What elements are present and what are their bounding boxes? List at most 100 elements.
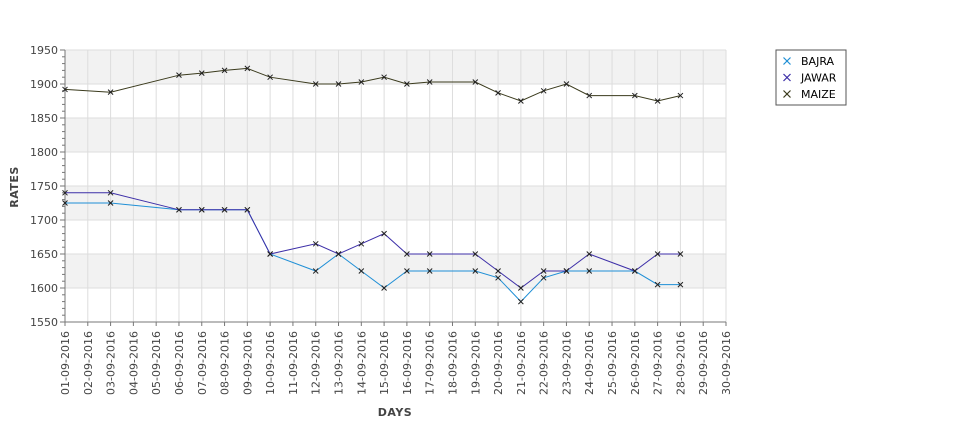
marker-stroke xyxy=(358,268,365,274)
legend: BAJRA JAWAR MAIZE xyxy=(775,49,847,106)
marker-stroke xyxy=(586,92,593,99)
data-point-marker xyxy=(631,268,638,274)
marker-stroke xyxy=(244,65,251,72)
data-point-marker xyxy=(176,72,182,79)
data-point-marker xyxy=(244,65,251,72)
marker-stroke xyxy=(198,70,205,76)
data-point-marker xyxy=(654,281,661,288)
x-tick-label: 09-09-2016 xyxy=(241,331,254,395)
legend-marker xyxy=(783,57,791,65)
series-line xyxy=(65,192,681,289)
x-tick-label: 06-09-2016 xyxy=(173,331,186,395)
y-tick-label: 1850 xyxy=(30,112,58,125)
marker-stroke xyxy=(62,86,68,93)
marker-stroke xyxy=(107,189,114,196)
data-point-marker xyxy=(198,206,205,213)
data-point-marker xyxy=(62,189,68,196)
data-point-marker xyxy=(677,251,684,257)
x-tick-label: 05-09-2016 xyxy=(150,331,163,395)
x-tick-label: 27-09-2016 xyxy=(652,331,665,395)
marker-stroke xyxy=(244,206,251,213)
data-point-marker xyxy=(540,268,547,274)
x-tick-label: 19-09-2016 xyxy=(469,331,482,395)
data-point-marker xyxy=(677,281,684,288)
data-point-marker xyxy=(107,200,114,206)
marker-stroke xyxy=(654,281,661,288)
data-point-marker xyxy=(335,251,342,257)
data-point-marker xyxy=(426,79,433,85)
marker-stroke xyxy=(404,268,410,274)
y-tick-label: 1650 xyxy=(30,248,58,261)
marker-stroke xyxy=(563,268,570,274)
y-tick-label: 1900 xyxy=(30,78,58,91)
y-tick-label: 1950 xyxy=(30,44,58,57)
data-point-marker xyxy=(358,240,365,247)
marker-stroke xyxy=(404,81,410,87)
x-tick-label: 23-09-2016 xyxy=(560,331,573,395)
legend-item-bajra: BAJRA xyxy=(783,55,835,68)
marker-stroke xyxy=(404,251,410,257)
y-tick-label: 1700 xyxy=(30,214,58,227)
y-axis-ticks: 1550 1600 1650 1700 1750 1800 1850 1900 1950 xyxy=(30,44,65,329)
data-point-marker xyxy=(518,98,524,104)
data-point-marker xyxy=(312,240,319,247)
x-tick-label: 21-09-2016 xyxy=(515,331,528,395)
marker-stroke xyxy=(540,274,547,281)
data-point-marker xyxy=(495,268,501,274)
x-tick-label: 26-09-2016 xyxy=(629,331,642,395)
x-tick-label: 22-09-2016 xyxy=(538,331,551,395)
marker-stroke xyxy=(586,251,593,257)
marker-stroke xyxy=(472,251,479,257)
plot-band xyxy=(65,186,726,220)
data-point-marker xyxy=(335,81,342,87)
x-axis-ticks: 01-09-2016 02-09-2016 03-09-2016 04-09-2016… xyxy=(59,322,733,395)
data-point-marker xyxy=(381,285,387,291)
data-point-marker xyxy=(495,274,501,281)
x-axis-title: DAYS xyxy=(378,406,412,419)
marker-stroke xyxy=(472,79,479,85)
data-point-marker xyxy=(586,268,593,274)
legend-label: MAIZE xyxy=(801,88,836,101)
marker-stroke xyxy=(312,268,319,274)
x-tick-label: 30-09-2016 xyxy=(720,331,733,395)
marker-stroke xyxy=(495,89,501,96)
data-point-marker xyxy=(677,92,684,99)
marker-stroke xyxy=(586,268,593,274)
marker-stroke xyxy=(518,98,524,104)
data-point-marker xyxy=(312,268,319,274)
data-point-marker xyxy=(540,87,547,94)
plot-band xyxy=(65,288,726,322)
plot-bands xyxy=(65,50,726,322)
marker-stroke xyxy=(358,79,365,85)
data-point-marker xyxy=(358,268,365,274)
x-tick-label: 04-09-2016 xyxy=(127,331,140,395)
x-tick-label: 28-09-2016 xyxy=(674,331,687,395)
legend-marker xyxy=(783,90,791,98)
data-point-marker xyxy=(221,206,228,213)
x-tick-label: 12-09-2016 xyxy=(310,331,323,395)
legend-item-maize: MAIZE xyxy=(783,88,836,101)
marker-stroke xyxy=(335,81,342,87)
series-line xyxy=(64,67,681,102)
marker-stroke xyxy=(107,89,114,96)
data-point-marker xyxy=(472,79,479,85)
plot-band xyxy=(65,152,726,186)
data-point-marker xyxy=(495,89,501,96)
data-point-marker xyxy=(176,206,182,213)
marker-stroke xyxy=(654,251,661,257)
x-tick-label: 17-09-2016 xyxy=(424,331,437,395)
x-tick-label: 13-09-2016 xyxy=(333,331,346,395)
x-tick-label: 29-09-2016 xyxy=(697,331,710,395)
data-point-marker xyxy=(221,67,228,74)
y-tick-label: 1800 xyxy=(30,146,58,159)
data-point-marker xyxy=(107,189,114,196)
x-tick-label: 24-09-2016 xyxy=(583,331,596,395)
marker-stroke xyxy=(381,285,387,291)
series-maize xyxy=(62,65,684,104)
data-point-marker xyxy=(654,251,661,257)
data-point-marker xyxy=(107,89,114,96)
data-point-marker xyxy=(404,81,410,87)
marker-stroke xyxy=(495,274,501,281)
marker-stroke xyxy=(518,285,524,291)
